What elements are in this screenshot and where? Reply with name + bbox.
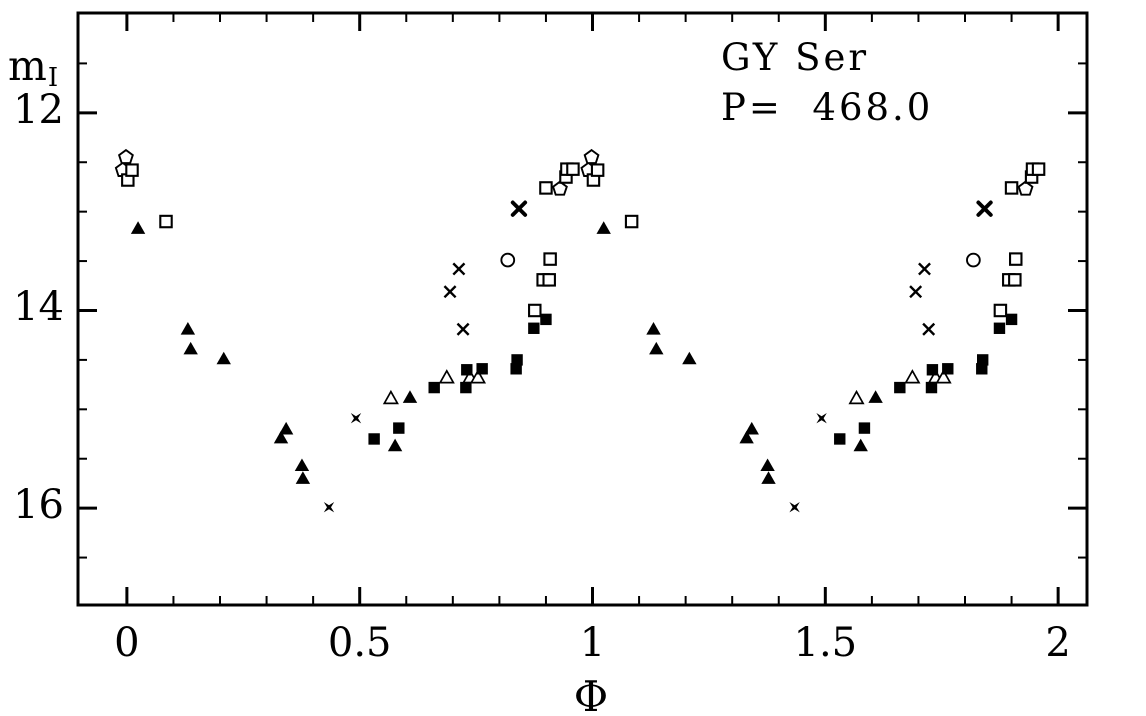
- y-axis-label-main: m: [8, 42, 48, 90]
- marker-open-square: [539, 181, 553, 195]
- y-tick-label: 16: [13, 482, 64, 529]
- marker-filled-square: [511, 354, 523, 366]
- y-axis-label-subscript: I: [47, 63, 59, 93]
- marker-cross: [443, 285, 457, 299]
- marker-cross-bold: [976, 200, 993, 217]
- x-tick-label: 0.5: [327, 620, 392, 666]
- marker-open-circle: [966, 252, 981, 268]
- marker-open-square: [159, 214, 173, 229]
- marker-filled-triangle: [744, 421, 759, 435]
- x-tick-label: 1: [579, 620, 606, 666]
- marker-filled-triangle: [130, 221, 146, 234]
- marker-filled-square: [510, 363, 522, 375]
- marker-open-square: [1031, 162, 1046, 176]
- marker-pinwheel-cross: [789, 502, 800, 513]
- marker-open-pentagon: [551, 180, 568, 196]
- marker-open-square: [1004, 181, 1019, 195]
- marker-open-square: [1009, 252, 1023, 266]
- marker-filled-triangle: [402, 390, 418, 403]
- x-tick-label: 2: [1045, 620, 1071, 666]
- marker-open-triangle: [848, 389, 865, 405]
- y-tick-label: 12: [13, 86, 64, 133]
- marker-cross: [456, 322, 470, 336]
- marker-pinwheel-cross: [816, 413, 827, 424]
- marker-open-square: [125, 163, 139, 177]
- x-tick-label: 0: [114, 620, 140, 666]
- marker-pinwheel-cross: [350, 413, 362, 424]
- marker-open-square: [542, 273, 556, 287]
- star-name-label: GY Ser: [721, 36, 870, 79]
- marker-open-triangle: [469, 369, 487, 384]
- marker-cross: [452, 262, 466, 276]
- marker-filled-triangle: [387, 438, 403, 452]
- marker-filled-square: [926, 364, 939, 376]
- marker-filled-square: [460, 381, 472, 394]
- marker-filled-square: [393, 422, 405, 434]
- marker-open-pentagon: [117, 148, 134, 165]
- marker-filled-square: [428, 381, 440, 394]
- marker-filled-triangle: [180, 322, 196, 335]
- marker-open-square: [566, 162, 580, 176]
- marker-open-pentagon: [1017, 180, 1034, 196]
- marker-filled-square: [834, 433, 846, 445]
- marker-cross: [918, 262, 931, 276]
- marker-open-square: [590, 163, 605, 177]
- marker-filled-square: [461, 364, 473, 376]
- marker-filled-triangle: [649, 341, 664, 355]
- marker-filled-triangle: [295, 471, 311, 484]
- marker-filled-square: [540, 313, 552, 326]
- marker-filled-triangle: [868, 390, 883, 403]
- marker-filled-triangle: [273, 430, 289, 444]
- marker-cross: [909, 285, 923, 299]
- marker-open-pentagon: [583, 148, 600, 165]
- marker-filled-triangle: [646, 322, 661, 335]
- marker-open-square: [624, 214, 639, 229]
- marker-open-square: [528, 303, 542, 318]
- marker-filled-triangle: [183, 341, 198, 355]
- marker-open-triangle: [935, 369, 952, 384]
- marker-filled-triangle: [294, 458, 310, 472]
- x-axis-label: Φ: [573, 672, 609, 716]
- marker-filled-square: [894, 381, 906, 394]
- marker-filled-triangle: [853, 438, 868, 452]
- marker-filled-square: [368, 433, 380, 445]
- marker-filled-square: [858, 422, 871, 434]
- x-tick-label: 1.5: [793, 620, 858, 666]
- marker-filled-square: [976, 363, 988, 375]
- marker-pinwheel-cross: [323, 502, 335, 513]
- marker-filled-triangle: [761, 471, 776, 484]
- marker-filled-square: [925, 381, 938, 394]
- marker-filled-square: [476, 363, 488, 375]
- marker-filled-square: [977, 354, 989, 366]
- marker-open-circle: [500, 252, 516, 268]
- marker-open-square: [993, 303, 1008, 318]
- marker-cross: [922, 322, 936, 336]
- marker-open-triangle: [904, 369, 921, 384]
- marker-filled-triangle: [682, 351, 697, 365]
- marker-filled-triangle: [278, 421, 294, 435]
- y-tick-label: 14: [13, 284, 64, 331]
- marker-filled-triangle: [596, 221, 611, 234]
- period-label: P= 468.0: [721, 86, 934, 129]
- marker-open-triangle: [382, 389, 399, 405]
- y-axis-label: mI: [8, 42, 58, 93]
- marker-open-square: [543, 252, 557, 266]
- marker-filled-triangle: [216, 351, 231, 365]
- marker-filled-triangle: [739, 430, 754, 444]
- plot-frame: [76, 11, 1089, 607]
- marker-filled-square: [1005, 313, 1018, 326]
- marker-filled-square: [993, 322, 1006, 334]
- marker-open-triangle: [438, 369, 455, 384]
- marker-cross-bold: [510, 200, 528, 217]
- marker-filled-square: [942, 363, 954, 375]
- marker-open-square: [1008, 273, 1022, 287]
- marker-filled-triangle: [760, 458, 775, 472]
- marker-filled-square: [528, 322, 540, 334]
